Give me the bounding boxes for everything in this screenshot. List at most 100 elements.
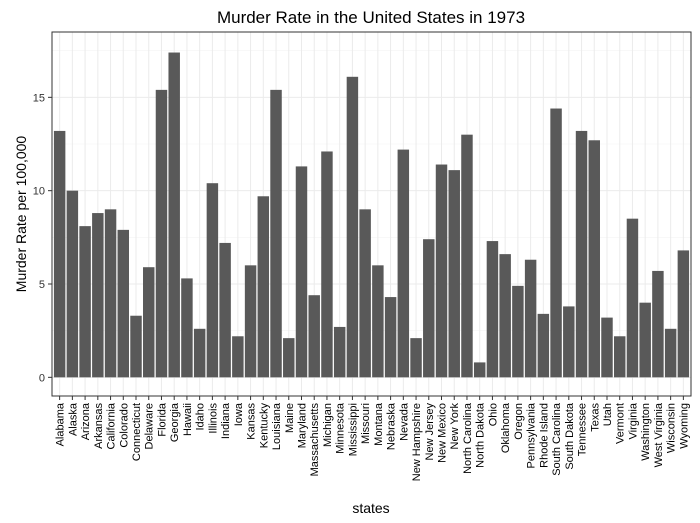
x-tick-label: Colorado (118, 403, 130, 448)
bar-connecticut (130, 315, 142, 378)
bar-florida (155, 89, 168, 378)
bar-kansas (244, 265, 257, 378)
x-tick-label: Illinois (207, 403, 219, 434)
bar-west-virginia (652, 270, 664, 378)
y-axis: 0 5 10 15 (33, 92, 52, 384)
x-tick-label: Massachusetts (309, 403, 321, 477)
bar-kentucky (257, 196, 270, 378)
bar-utah (601, 317, 613, 378)
x-tick-label: Kentucky (258, 403, 270, 449)
bar-texas (588, 140, 600, 378)
x-tick-label: Maryland (296, 403, 308, 448)
chart-title: Murder Rate in the United States in 1973 (217, 8, 525, 27)
x-tick-label: Maine (284, 403, 296, 433)
x-tick-label: West Virginia (653, 402, 665, 467)
x-tick-label: Vermont (615, 403, 627, 444)
x-tick-label: Idaho (195, 403, 207, 431)
x-tick-label: Missouri (360, 403, 372, 444)
bar-new-mexico (435, 164, 448, 378)
x-tick-label: Iowa (233, 402, 245, 426)
x-tick-label: Alaska (67, 402, 79, 436)
x-tick-label: New Mexico (437, 403, 449, 463)
bar-ohio (486, 241, 499, 378)
bar-arizona (79, 226, 91, 378)
x-tick-label: Nevada (398, 402, 410, 441)
x-tick-label: Nebraska (386, 402, 398, 450)
bar-maryland (295, 166, 308, 378)
y-tick-label: 15 (33, 92, 45, 104)
x-tick-label: North Dakota (475, 402, 487, 468)
x-tick-label: Arkansas (93, 403, 105, 449)
bar-vermont (613, 336, 626, 378)
y-tick-label: 5 (39, 279, 45, 291)
bar-hawaii (181, 278, 193, 378)
x-tick-label: South Carolina (551, 402, 563, 476)
x-tick-label: Pennsylvania (526, 402, 538, 468)
bar-colorado (117, 229, 130, 378)
bar-delaware (143, 267, 155, 378)
x-tick-label: Minnesota (335, 402, 347, 454)
x-axis-title: states (352, 500, 389, 516)
bar-missouri (359, 209, 371, 378)
x-tick-label: Arizona (80, 402, 92, 440)
x-tick-label: Michigan (322, 403, 334, 447)
x-tick-label: Virginia (627, 402, 639, 439)
bar-maine (283, 338, 295, 378)
bar-rhode-island (537, 313, 550, 378)
bar-virginia (626, 218, 639, 378)
bar-alabama (53, 130, 66, 378)
bar-nebraska (384, 297, 397, 378)
bar-pennsylvania (524, 259, 537, 378)
x-tick-label: Hawaii (182, 403, 194, 436)
x-axis: Alabama Alaska Arizona Arkansas California Co… (55, 396, 690, 481)
x-tick-label: Wyoming (678, 403, 690, 449)
bar-oklahoma (499, 254, 511, 378)
bar-south-carolina (550, 108, 562, 378)
x-tick-label: South Dakota (564, 402, 576, 470)
bar-mississippi (346, 76, 359, 378)
x-tick-label: New Hampshire (411, 403, 423, 481)
y-axis-title: Murder Rate per 100,000 (13, 136, 29, 293)
x-tick-label: Montana (373, 402, 385, 446)
bar-nevada (397, 149, 410, 378)
bar-michigan (321, 151, 333, 378)
bar-wisconsin (664, 328, 677, 378)
bar-new-york (448, 170, 460, 378)
bar-minnesota (333, 326, 346, 378)
x-tick-label: Mississippi (347, 403, 359, 456)
bar-arkansas (92, 213, 104, 378)
x-tick-label: New Jersey (424, 403, 436, 461)
bar-louisiana (270, 89, 282, 378)
bar-wyoming (677, 250, 690, 378)
x-tick-label: Utah (602, 403, 614, 426)
x-tick-label: New York (449, 403, 461, 450)
x-tick-label: Indiana (220, 402, 232, 439)
x-tick-label: Alabama (55, 402, 67, 446)
x-tick-label: Wisconsin (666, 403, 678, 453)
x-tick-label: Kansas (246, 403, 258, 440)
bar-massachusetts (308, 295, 320, 378)
x-tick-label: Connecticut (131, 403, 143, 461)
x-tick-label: Tennessee (577, 403, 589, 456)
bar-tennessee (575, 130, 588, 378)
x-tick-label: Ohio (487, 403, 499, 426)
bar-montana (372, 265, 384, 378)
x-tick-label: Washington (640, 403, 652, 461)
bar-georgia (168, 52, 180, 378)
bar-north-carolina (461, 134, 473, 378)
bar-illinois (206, 183, 219, 378)
x-tick-label: Georgia (169, 402, 181, 442)
y-tick-label: 10 (33, 186, 45, 198)
bar-south-dakota (563, 306, 575, 378)
bars (53, 52, 690, 378)
bar-oregon (512, 285, 524, 378)
x-tick-label: Florida (156, 402, 168, 437)
x-tick-label: Oklahoma (500, 402, 512, 453)
bar-new-hampshire (410, 338, 422, 378)
bar-washington (639, 302, 651, 378)
panel-border (51, 31, 692, 397)
x-tick-label: California (106, 402, 118, 449)
bar-idaho (193, 328, 206, 378)
bar-iowa (232, 336, 244, 378)
